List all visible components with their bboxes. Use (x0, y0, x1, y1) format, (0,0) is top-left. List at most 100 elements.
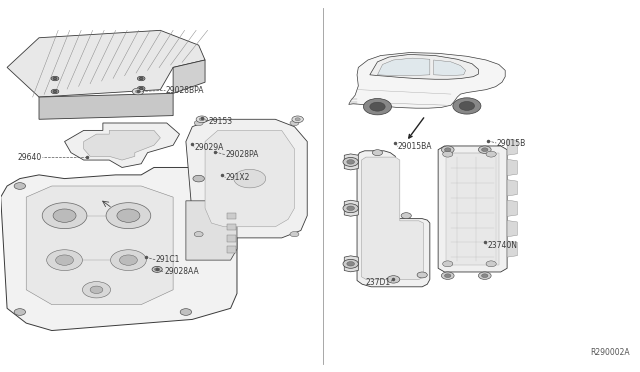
Text: 29029A: 29029A (195, 143, 224, 152)
Circle shape (47, 250, 83, 270)
Circle shape (42, 203, 87, 229)
Text: R290002A: R290002A (590, 348, 630, 357)
Circle shape (486, 151, 496, 157)
Circle shape (51, 76, 59, 81)
Polygon shape (344, 256, 358, 272)
Polygon shape (65, 123, 179, 167)
Circle shape (138, 76, 145, 81)
Circle shape (53, 77, 57, 80)
Circle shape (295, 118, 300, 121)
Polygon shape (370, 54, 478, 79)
Polygon shape (349, 52, 505, 108)
Circle shape (194, 121, 203, 126)
Circle shape (290, 121, 299, 126)
Circle shape (370, 102, 385, 111)
Circle shape (401, 213, 412, 219)
Circle shape (343, 259, 358, 268)
Circle shape (106, 203, 151, 229)
Circle shape (53, 209, 76, 222)
Text: 29015B: 29015B (496, 138, 525, 148)
Circle shape (347, 206, 355, 211)
Circle shape (478, 272, 491, 279)
Polygon shape (39, 93, 173, 119)
Circle shape (443, 261, 453, 267)
Polygon shape (186, 119, 307, 238)
Circle shape (111, 250, 147, 270)
Circle shape (14, 183, 26, 189)
Circle shape (442, 146, 454, 153)
Circle shape (140, 77, 143, 80)
Circle shape (442, 272, 454, 279)
Circle shape (372, 150, 383, 155)
Circle shape (120, 255, 138, 265)
Circle shape (445, 274, 451, 278)
Polygon shape (26, 186, 173, 305)
Circle shape (478, 146, 491, 153)
Circle shape (481, 148, 488, 151)
Polygon shape (507, 241, 517, 257)
Text: 237D1: 237D1 (365, 278, 390, 287)
Text: 291C1: 291C1 (156, 255, 180, 264)
Circle shape (347, 160, 355, 164)
Polygon shape (507, 221, 517, 237)
Circle shape (443, 151, 453, 157)
Circle shape (196, 116, 207, 123)
Polygon shape (507, 139, 517, 155)
Text: 29028AA: 29028AA (164, 267, 199, 276)
Circle shape (83, 282, 111, 298)
Polygon shape (7, 31, 205, 97)
Circle shape (292, 116, 303, 123)
Text: 29015BA: 29015BA (398, 142, 433, 151)
Polygon shape (357, 151, 430, 287)
Circle shape (364, 99, 392, 115)
Bar (227, 213, 236, 219)
Polygon shape (84, 131, 161, 160)
Polygon shape (173, 60, 205, 93)
Circle shape (343, 204, 358, 213)
Polygon shape (507, 159, 517, 176)
Circle shape (140, 87, 143, 90)
Polygon shape (344, 154, 358, 170)
Polygon shape (344, 200, 358, 216)
Circle shape (347, 262, 355, 266)
Polygon shape (507, 200, 517, 217)
Circle shape (387, 276, 400, 283)
Circle shape (138, 86, 145, 91)
Circle shape (53, 90, 57, 93)
Text: 23740N: 23740N (487, 241, 517, 250)
Circle shape (290, 232, 299, 237)
Polygon shape (1, 167, 237, 331)
Polygon shape (438, 146, 507, 272)
Circle shape (90, 286, 103, 294)
Text: 291X2: 291X2 (225, 173, 250, 182)
Circle shape (51, 89, 59, 94)
Circle shape (132, 88, 144, 95)
Polygon shape (205, 131, 294, 227)
Circle shape (14, 309, 26, 315)
Text: 29028BPA: 29028BPA (166, 86, 204, 95)
Text: 29028PA: 29028PA (225, 150, 259, 159)
Circle shape (445, 148, 451, 151)
Circle shape (460, 102, 474, 110)
Circle shape (152, 266, 163, 272)
Circle shape (417, 272, 428, 278)
Circle shape (136, 90, 141, 93)
Bar (227, 246, 236, 253)
Circle shape (234, 169, 266, 188)
Polygon shape (507, 180, 517, 196)
Polygon shape (362, 157, 424, 279)
Circle shape (199, 118, 204, 121)
Circle shape (56, 255, 74, 265)
Polygon shape (186, 201, 237, 260)
Bar (227, 235, 236, 241)
Circle shape (180, 309, 191, 315)
Circle shape (193, 175, 204, 182)
Bar (446, 153, 499, 264)
Polygon shape (378, 58, 430, 76)
Circle shape (117, 209, 140, 222)
Circle shape (155, 268, 160, 271)
Circle shape (453, 98, 481, 114)
Text: 29153: 29153 (208, 117, 232, 126)
Circle shape (343, 157, 358, 166)
Polygon shape (434, 60, 466, 76)
